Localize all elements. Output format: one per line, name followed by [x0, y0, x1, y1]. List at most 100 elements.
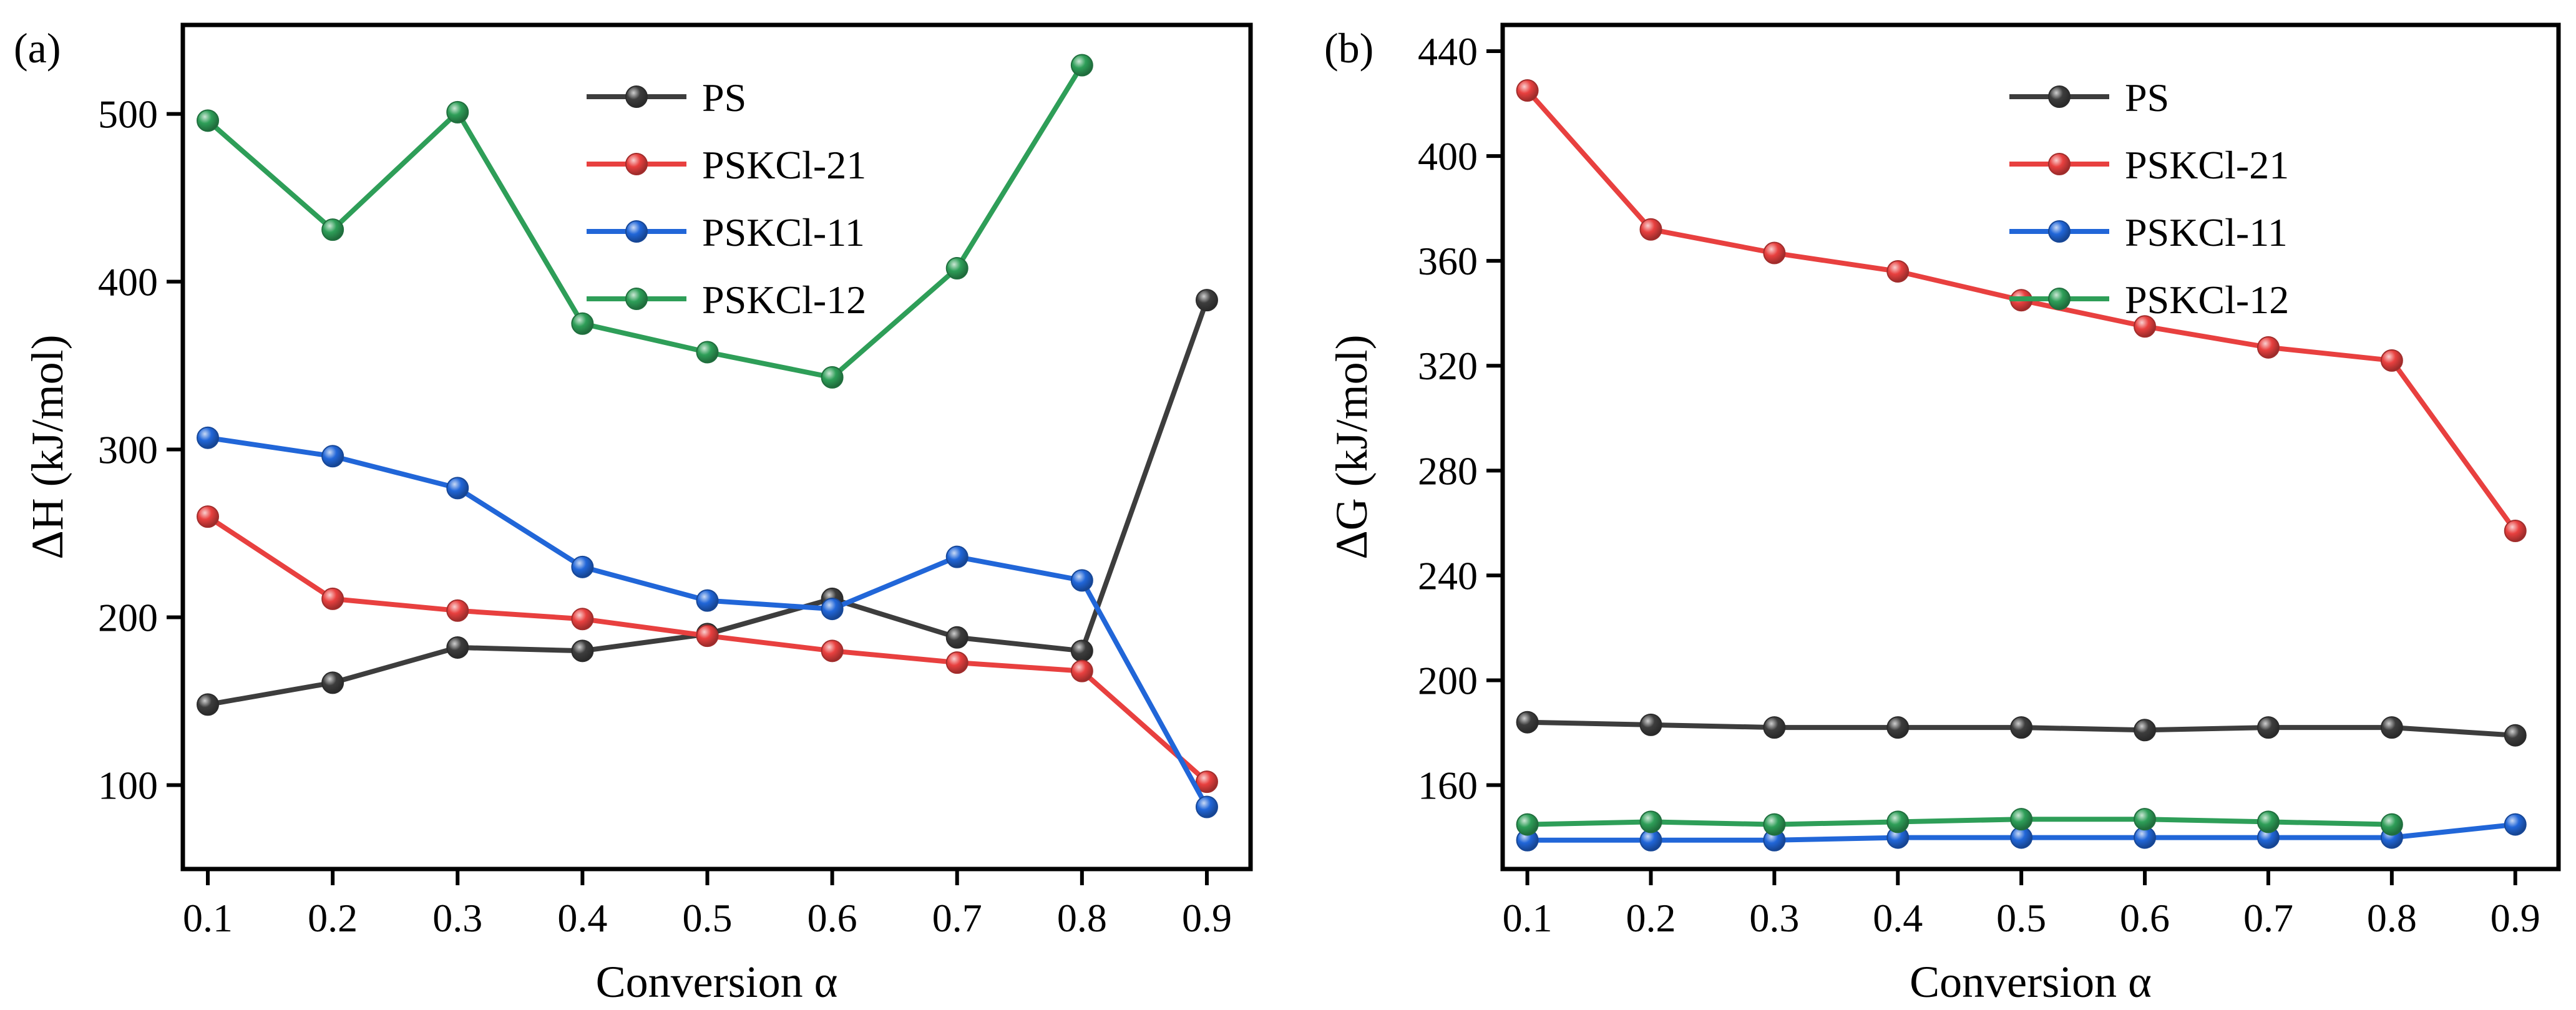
y-tick-label: 200 [1418, 658, 1478, 702]
y-axis-label: ΔH (kJ/mol) [22, 334, 72, 559]
data-point [571, 555, 594, 578]
data-point [821, 598, 844, 621]
data-point [446, 636, 469, 659]
x-tick-label: 0.9 [2491, 896, 2540, 940]
legend-label: PS [702, 75, 746, 120]
series-line-pskcl-11 [207, 435, 1209, 808]
x-tick-label: 0.5 [1996, 896, 2046, 940]
y-tick-label: 240 [1418, 553, 1478, 598]
data-point [2010, 808, 2033, 831]
data-point [446, 100, 469, 124]
data-point [197, 693, 220, 716]
plot-frame [180, 22, 1253, 872]
x-tick-label: 0.7 [932, 896, 982, 940]
data-point [1886, 260, 1910, 283]
x-tick-label: 0.5 [682, 896, 732, 940]
data-point [2010, 716, 2033, 739]
data-point [1070, 54, 1093, 77]
series-pskcl-12 [197, 54, 1093, 389]
x-tick-label: 0.3 [1749, 896, 1799, 940]
panel-label: (a) [14, 24, 61, 72]
x-tick-label: 0.8 [1057, 896, 1107, 940]
legend-label: PS [2125, 75, 2169, 120]
data-point [1195, 795, 1218, 818]
x-tick-label: 0.7 [2243, 896, 2293, 940]
data-point [1639, 713, 1662, 736]
data-point [1763, 813, 1786, 836]
data-point [945, 651, 968, 674]
legend-marker [2048, 220, 2071, 243]
x-tick-label: 0.2 [308, 896, 358, 940]
legend-marker [2048, 85, 2071, 108]
series-pskcl-11 [197, 426, 1218, 818]
data-point [321, 218, 344, 241]
series-pskcl-12 [1516, 808, 2403, 836]
data-point [2256, 336, 2280, 359]
y-tick-label: 400 [1418, 134, 1478, 178]
legend-marker [625, 288, 648, 310]
y-tick-label: 200 [98, 596, 158, 640]
data-point [2380, 349, 2403, 372]
data-point [2134, 719, 2157, 742]
legend-marker [625, 220, 648, 243]
legend-marker [625, 85, 648, 108]
panel-label: (b) [1324, 24, 1373, 72]
chart-panel-b: (b) 0.1 0.2 0.3 0.4 0.5 0.6 0.7 0.8 0.9 160 200 240 2… [1324, 22, 2561, 1007]
data-point [1070, 639, 1093, 663]
data-point [197, 109, 220, 132]
data-point [1516, 79, 1539, 102]
data-point [2504, 724, 2527, 747]
data-point [1886, 810, 1910, 833]
data-point [945, 257, 968, 280]
data-point [2380, 813, 2403, 836]
data-point [1639, 218, 1662, 241]
y-tick-label: 360 [1418, 239, 1478, 283]
x-tick-label: 0.4 [1873, 896, 1923, 940]
legend-marker [625, 153, 648, 175]
data-point [321, 671, 344, 694]
data-point [1763, 241, 1786, 265]
data-point [571, 312, 594, 335]
legend-label: PSKCl-11 [2125, 210, 2288, 255]
data-point [945, 626, 968, 649]
data-point [2256, 810, 2280, 833]
x-tick-label: 0.8 [2367, 896, 2417, 940]
legend: PS PSKCl-21 PSKCl-11 PSKCl-12 [2009, 75, 2289, 322]
x-axis-label: Conversion α [596, 957, 838, 1007]
legend: PS PSKCl-21 PSKCl-11 PSKCl-12 [587, 75, 866, 322]
x-tick-label: 0.6 [2120, 896, 2170, 940]
data-point [1763, 716, 1786, 739]
data-point [571, 639, 594, 663]
y-axis-label: ΔG (kJ/mol) [1327, 334, 1377, 559]
series-pskcl-21 [197, 505, 1218, 794]
y-tick-label: 100 [98, 764, 158, 808]
legend-marker [2048, 288, 2071, 310]
y-tick-label: 320 [1418, 344, 1478, 388]
chart-panel-a: (a) 0.1 0.2 0.3 0.4 0.5 0.6 0.7 0.8 0.9 100 200 300 4… [14, 22, 1253, 1007]
series-line-pskcl-12 [206, 64, 1085, 380]
series-pskcl-11 [1516, 813, 2527, 852]
x-tick-label: 0.2 [1626, 896, 1676, 940]
x-tick-label: 0.4 [557, 896, 607, 940]
x-tick-label: 0.3 [432, 896, 482, 940]
series-pskcl-21 [1516, 79, 2527, 542]
y-tick-label: 500 [98, 92, 158, 137]
data-point [1070, 659, 1093, 682]
data-point [1516, 711, 1539, 734]
data-point [2134, 315, 2157, 338]
y-tick-label: 160 [1418, 764, 1478, 808]
data-point [321, 587, 344, 610]
data-point [2504, 519, 2527, 542]
data-point [696, 589, 719, 612]
data-point [2504, 813, 2527, 836]
data-point [1070, 569, 1093, 592]
y-tick-label: 300 [98, 428, 158, 472]
y-tick-label: 400 [98, 260, 158, 304]
series-ps [1516, 711, 2527, 747]
legend-label: PSKCl-21 [2125, 143, 2289, 187]
data-point [2134, 808, 2157, 831]
plot-frame [1500, 22, 2561, 872]
data-point [696, 624, 719, 648]
data-point [1195, 289, 1218, 312]
